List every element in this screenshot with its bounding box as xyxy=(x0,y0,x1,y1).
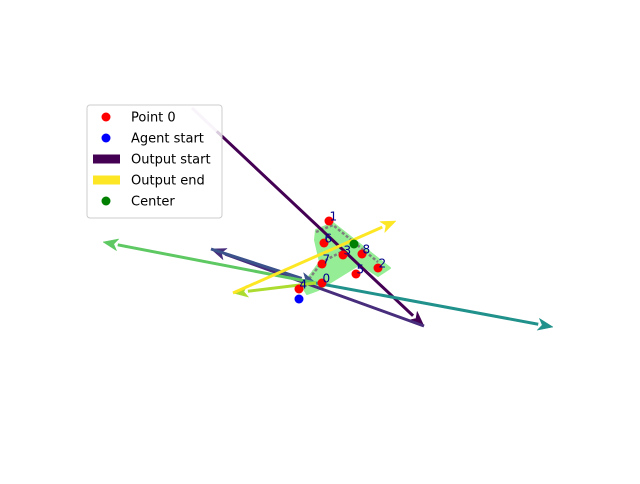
legend-label: Agent start xyxy=(131,132,204,147)
arrow-head xyxy=(379,220,397,234)
point-label-5: 5 xyxy=(357,263,365,277)
point-6 xyxy=(319,238,329,248)
point-4 xyxy=(294,284,304,294)
legend-marker xyxy=(101,196,111,206)
point-8 xyxy=(357,249,367,259)
legend: Point 0 Agent start Output start Output end… xyxy=(86,104,223,219)
arrow-shaft xyxy=(210,247,303,280)
point-label-7: 7 xyxy=(323,253,331,267)
legend-frame xyxy=(86,104,223,219)
point-layer: 0 1 2 3 4 5 6 7 8 xyxy=(294,210,387,304)
agent-start-point xyxy=(294,294,304,304)
point-label-2: 2 xyxy=(379,257,387,271)
arrow-shaft xyxy=(315,281,539,326)
legend-label: Output start xyxy=(131,153,211,168)
point-1 xyxy=(324,216,334,226)
arrow-shaft xyxy=(215,130,415,317)
output-arrow-4 xyxy=(102,238,317,285)
point-label-3: 3 xyxy=(344,244,352,258)
arrow-shaft xyxy=(232,225,383,295)
legend-marker xyxy=(93,154,120,164)
legend-label: Output end xyxy=(131,174,205,189)
output-arrow-3 xyxy=(315,281,554,331)
point-label-6: 6 xyxy=(325,232,333,246)
point-label-4: 4 xyxy=(300,278,308,292)
point-label-8: 8 xyxy=(363,243,371,257)
arrow-layer xyxy=(102,106,554,331)
point-label-1: 1 xyxy=(330,210,338,224)
arrow-head xyxy=(536,317,554,331)
center-point xyxy=(349,239,359,249)
legend-marker xyxy=(101,112,111,122)
arrow-shaft xyxy=(247,281,317,293)
point-3 xyxy=(338,250,348,260)
legend-marker xyxy=(101,133,111,143)
point-7 xyxy=(317,259,327,269)
output-arrow-6 xyxy=(232,220,397,295)
arrow-shaft xyxy=(224,252,425,328)
point-label-0: 0 xyxy=(323,272,331,286)
legend-marker xyxy=(93,175,120,185)
point-2 xyxy=(373,263,383,273)
arrow-shaft xyxy=(117,243,317,285)
point-5 xyxy=(351,269,361,279)
legend-label: Center xyxy=(131,195,175,210)
arrow-head xyxy=(102,238,120,252)
legend-label: Point 0 xyxy=(131,111,176,126)
point-0 xyxy=(317,278,327,288)
